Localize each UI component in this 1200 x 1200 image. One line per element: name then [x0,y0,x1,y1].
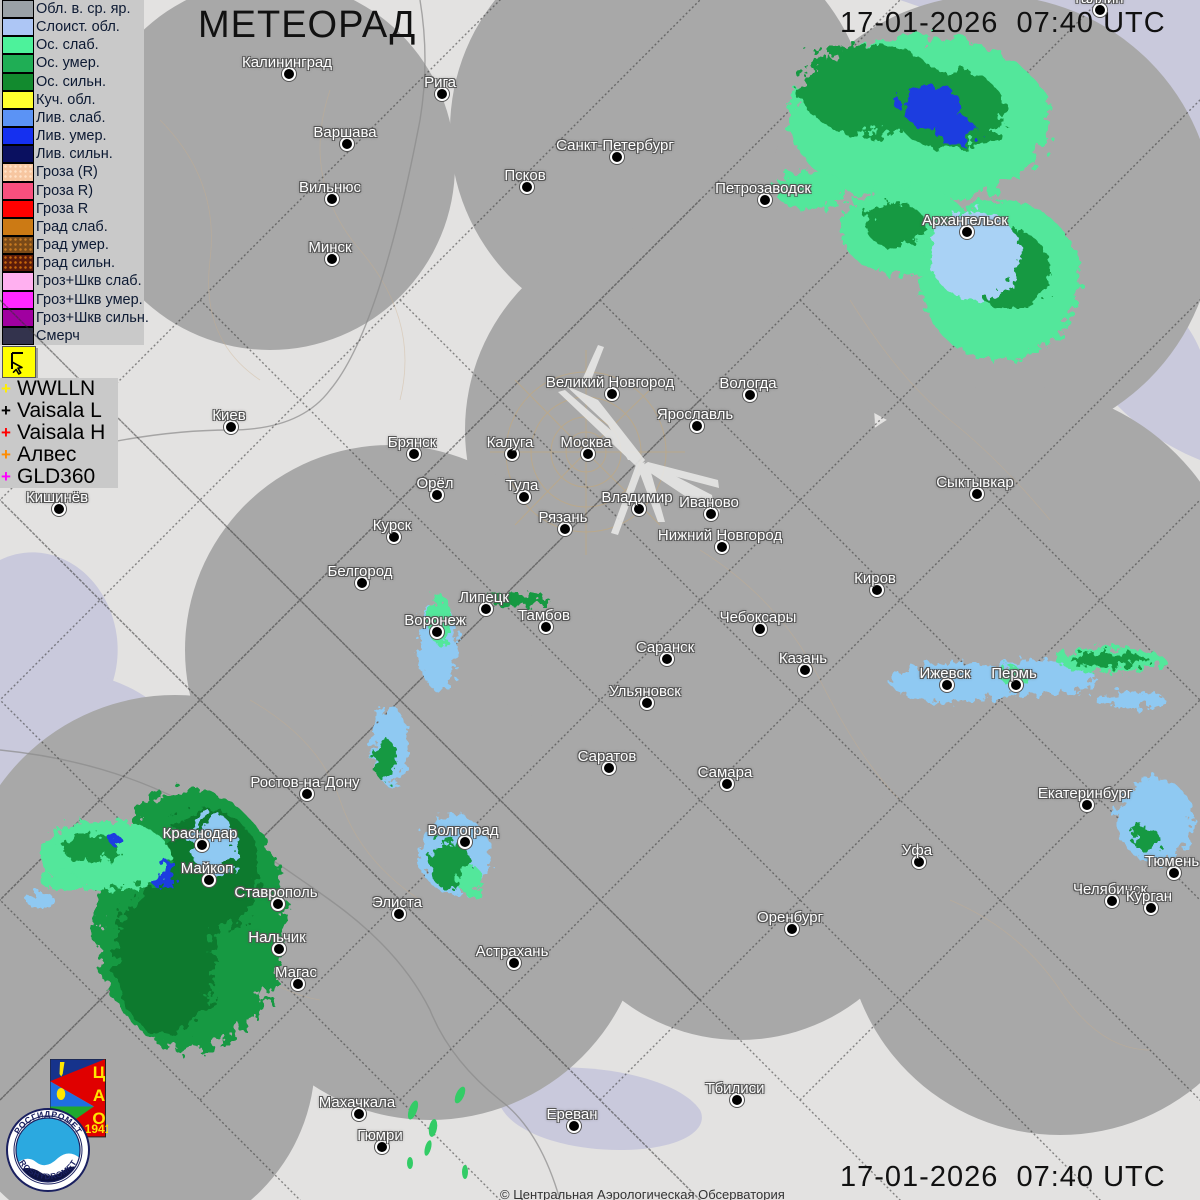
svg-text:А: А [93,1086,105,1105]
svg-text:Ц: Ц [93,1063,106,1082]
